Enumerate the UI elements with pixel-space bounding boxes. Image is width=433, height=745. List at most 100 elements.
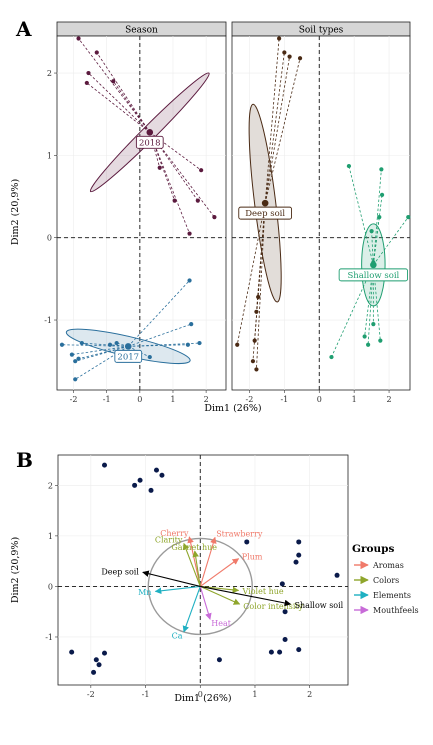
facet-title-soil: Soil types bbox=[299, 26, 344, 36]
individual-point bbox=[282, 609, 288, 615]
data-point bbox=[287, 54, 292, 59]
individual-point bbox=[268, 649, 274, 655]
data-point bbox=[189, 322, 194, 327]
variable-label: Garnet hue bbox=[171, 543, 217, 552]
individual-point bbox=[148, 487, 154, 493]
star-segment bbox=[264, 38, 280, 204]
star-segment bbox=[372, 194, 383, 265]
variable-label: Deep soil bbox=[101, 567, 139, 576]
data-point bbox=[86, 70, 91, 76]
data-point bbox=[378, 338, 383, 343]
group-centroid bbox=[261, 199, 269, 207]
x-tick-label: -2 bbox=[70, 395, 78, 404]
correlation-circle bbox=[147, 537, 253, 636]
star-segment bbox=[236, 203, 266, 345]
star-segment bbox=[128, 323, 192, 347]
data-point bbox=[94, 50, 99, 55]
data-point bbox=[362, 334, 367, 339]
star-segment bbox=[128, 346, 150, 358]
legend-label: Colors bbox=[373, 576, 399, 585]
data-point bbox=[197, 340, 202, 346]
individual-point bbox=[102, 650, 108, 656]
star-segment bbox=[149, 132, 190, 234]
star-segment bbox=[252, 203, 266, 362]
individual-point bbox=[277, 649, 283, 655]
variable-arrow bbox=[199, 586, 212, 620]
star-segment bbox=[372, 264, 381, 341]
data-point bbox=[252, 338, 257, 343]
individual-point bbox=[93, 657, 99, 663]
variable-arrow bbox=[200, 585, 240, 594]
y-tick-label: 0 bbox=[47, 234, 52, 243]
variable-arrow bbox=[142, 570, 201, 587]
data-point bbox=[379, 167, 384, 172]
variable-arrow bbox=[200, 585, 292, 607]
data-point bbox=[282, 50, 287, 55]
legend-label: Aromas bbox=[372, 561, 404, 570]
panel-a-ylabel: Dim2 (20,9%) bbox=[10, 179, 21, 245]
group-label-box bbox=[135, 135, 164, 149]
panel-b-letter: B bbox=[16, 448, 33, 472]
x-tick-label: 1 bbox=[170, 395, 175, 404]
variable-label: Heat bbox=[211, 619, 231, 628]
data-point bbox=[114, 340, 119, 346]
variable-label: Clarity bbox=[155, 536, 183, 545]
data-point bbox=[256, 294, 261, 300]
data-point bbox=[379, 192, 385, 197]
variable-label: Cherry bbox=[160, 529, 189, 538]
data-point bbox=[195, 198, 200, 203]
data-point bbox=[76, 356, 81, 361]
individual-point bbox=[159, 472, 165, 478]
legend-title: Groups bbox=[352, 543, 394, 555]
individual-point bbox=[216, 657, 222, 663]
legend-label: Mouthfeels bbox=[373, 606, 419, 615]
star-segment bbox=[372, 217, 380, 265]
y-tick-label: 2 bbox=[48, 481, 53, 490]
data-point bbox=[76, 36, 81, 41]
data-point bbox=[147, 354, 152, 360]
legend-label: Elements bbox=[373, 591, 411, 600]
panel-a-letter: A bbox=[15, 17, 32, 41]
individual-point bbox=[244, 539, 250, 545]
star-segment bbox=[256, 203, 266, 370]
group-label: Deep soil bbox=[245, 209, 285, 219]
data-point bbox=[297, 56, 303, 61]
x-tick-label: -2 bbox=[246, 395, 254, 404]
data-point bbox=[369, 229, 374, 234]
x-tick-label: 2 bbox=[307, 690, 312, 699]
x-tick-label: -1 bbox=[142, 690, 150, 699]
panel-b-xlabel: Dim1 (26%) bbox=[174, 693, 231, 704]
data-point bbox=[172, 198, 177, 203]
data-point bbox=[254, 367, 259, 372]
x-tick-label: 2 bbox=[204, 395, 209, 404]
star-segment bbox=[264, 52, 285, 204]
data-point bbox=[250, 359, 256, 364]
star-segment bbox=[113, 81, 151, 133]
star-segment bbox=[264, 56, 290, 204]
x-tick-label: -1 bbox=[280, 395, 288, 404]
data-point bbox=[187, 278, 192, 283]
group-label-box bbox=[114, 349, 143, 363]
variable-arrow bbox=[199, 536, 217, 587]
data-point bbox=[329, 354, 334, 360]
variable-label: Shallow soil bbox=[294, 601, 343, 610]
star-segment bbox=[96, 52, 151, 133]
group-label: 2017 bbox=[117, 352, 139, 362]
y-tick-label: -1 bbox=[44, 316, 52, 325]
group-centroid bbox=[146, 129, 154, 136]
individual-point bbox=[91, 669, 97, 675]
x-tick-label: 0 bbox=[137, 395, 142, 404]
panel-b-plot bbox=[57, 454, 349, 686]
individual-point bbox=[334, 572, 340, 578]
individual-point bbox=[102, 462, 108, 468]
data-point bbox=[346, 163, 352, 169]
individual-point bbox=[96, 662, 102, 668]
star-segment bbox=[75, 345, 129, 362]
star-segment bbox=[81, 342, 129, 347]
star-segment bbox=[264, 58, 301, 204]
facet-title-season: Season bbox=[125, 26, 158, 36]
individual-point bbox=[296, 552, 302, 558]
y-tick-label: -1 bbox=[45, 633, 53, 642]
y-tick-label: 1 bbox=[47, 151, 52, 160]
